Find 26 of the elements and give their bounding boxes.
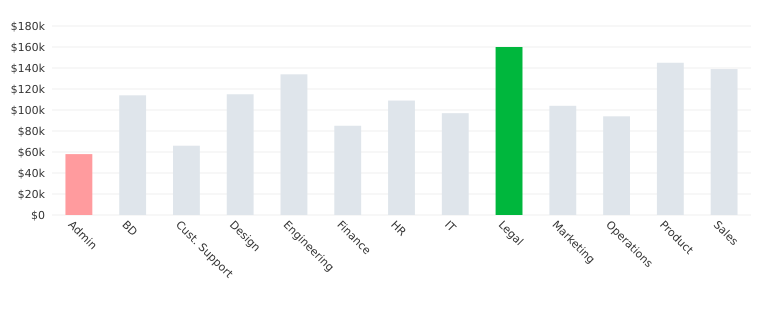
y-tick-label: $160k: [10, 40, 46, 54]
bar: [280, 74, 308, 215]
y-tick-label: $180k: [10, 20, 46, 33]
y-tick-label: $20k: [18, 188, 46, 201]
bar: [549, 106, 576, 215]
x-tick-label: BD: [119, 218, 140, 239]
bar: [442, 113, 469, 215]
y-tick-label: $0: [31, 208, 45, 222]
bar: [656, 62, 684, 215]
bar: [388, 100, 415, 215]
x-tick-label: HR: [388, 218, 409, 239]
bar: [226, 94, 254, 215]
y-tick-label: $120k: [10, 82, 46, 96]
x-tick-label: IT: [442, 218, 458, 235]
bar: [710, 69, 738, 215]
y-tick-label: $40k: [18, 166, 46, 180]
bar: [334, 126, 362, 215]
bar: [172, 146, 200, 215]
y-tick-label: $140k: [10, 62, 46, 75]
bar: [65, 154, 92, 215]
bar: [603, 116, 630, 215]
bar: [119, 95, 146, 215]
bar: [496, 47, 522, 215]
y-tick-label: $80k: [18, 124, 46, 138]
y-tick-label: $100k: [10, 104, 46, 117]
y-tick-label: $60k: [18, 146, 46, 159]
